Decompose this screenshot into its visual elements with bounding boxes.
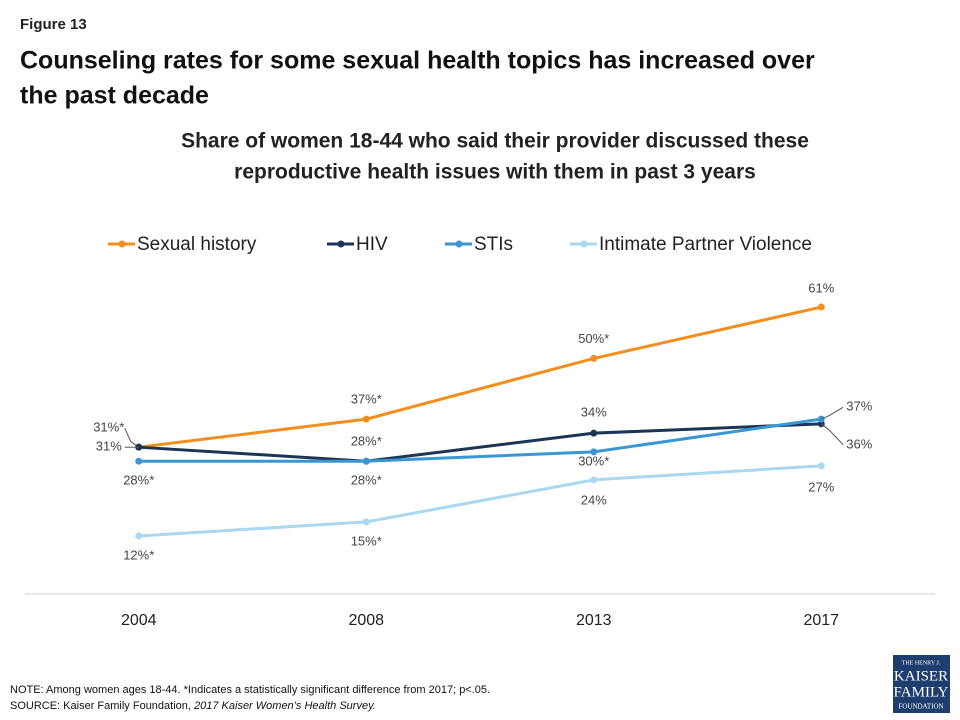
legend-marker bbox=[580, 240, 588, 248]
series-line bbox=[138, 422, 822, 463]
point bbox=[135, 457, 143, 465]
legend-marker bbox=[455, 240, 463, 248]
data-label: 15%* bbox=[351, 533, 382, 548]
point bbox=[590, 448, 598, 456]
data-label: 61% bbox=[808, 280, 834, 295]
data-label: 28%* bbox=[351, 473, 382, 488]
point bbox=[362, 415, 370, 423]
data-label: 37% bbox=[846, 399, 872, 414]
point bbox=[362, 457, 370, 465]
data-label: 31%* bbox=[93, 420, 124, 435]
point bbox=[135, 532, 143, 540]
data-label: 30%* bbox=[578, 453, 609, 468]
legend-marker bbox=[118, 240, 126, 248]
logo-text: FOUNDATION bbox=[898, 703, 943, 711]
point bbox=[817, 462, 825, 470]
figure-label: Figure 13 bbox=[20, 16, 87, 33]
subtitle: Share of women 18-44 who said their prov… bbox=[181, 130, 809, 153]
data-label: 50%* bbox=[578, 331, 609, 346]
subtitle: reproductive health issues with them in … bbox=[234, 161, 756, 184]
point bbox=[590, 476, 598, 484]
series-line bbox=[138, 417, 822, 463]
data-label: 12%* bbox=[123, 547, 154, 562]
source: SOURCE: Kaiser Family Foundation, 2017 K… bbox=[10, 700, 376, 712]
data-label: 36% bbox=[846, 436, 872, 451]
legend-label: HIV bbox=[356, 234, 388, 255]
series-line bbox=[138, 305, 822, 449]
logo-text: THE HENRY J. bbox=[902, 660, 941, 666]
point bbox=[362, 518, 370, 526]
data-label: 27% bbox=[808, 479, 834, 494]
data-label: 37%* bbox=[351, 392, 382, 407]
title: Counseling rates for some sexual health … bbox=[20, 47, 815, 75]
x-tick-label: 2013 bbox=[576, 612, 612, 629]
data-label: 31% bbox=[96, 439, 122, 454]
x-tick-label: 2008 bbox=[348, 612, 384, 629]
logo bbox=[893, 655, 950, 713]
logo-text: FAMILY bbox=[894, 684, 949, 700]
point bbox=[817, 303, 825, 311]
x-tick-label: 2017 bbox=[803, 612, 839, 629]
leader-line bbox=[821, 406, 844, 420]
data-label: 28%* bbox=[123, 473, 154, 488]
point bbox=[590, 429, 598, 437]
series-line bbox=[138, 464, 822, 538]
source-title: 2017 Kaiser Women’s Health Survey. bbox=[193, 700, 376, 712]
point bbox=[590, 354, 598, 362]
leader-line bbox=[124, 427, 140, 448]
source-text: SOURCE: Kaiser Family Foundation, bbox=[10, 700, 194, 712]
leader-line bbox=[820, 423, 844, 446]
data-label: 34% bbox=[581, 405, 607, 420]
x-tick-label: 2004 bbox=[121, 612, 157, 629]
data-label: 28%* bbox=[351, 434, 382, 449]
note: NOTE: Among women ages 18-44. *Indicates… bbox=[10, 684, 490, 696]
logo-text: KAISER bbox=[894, 668, 948, 684]
legend-marker bbox=[337, 240, 345, 248]
legend-label: Intimate Partner Violence bbox=[599, 234, 812, 255]
legend-label: STIs bbox=[474, 234, 513, 255]
data-label: 24% bbox=[581, 492, 607, 507]
legend-label: Sexual history bbox=[137, 234, 257, 255]
title: the past decade bbox=[20, 82, 209, 110]
